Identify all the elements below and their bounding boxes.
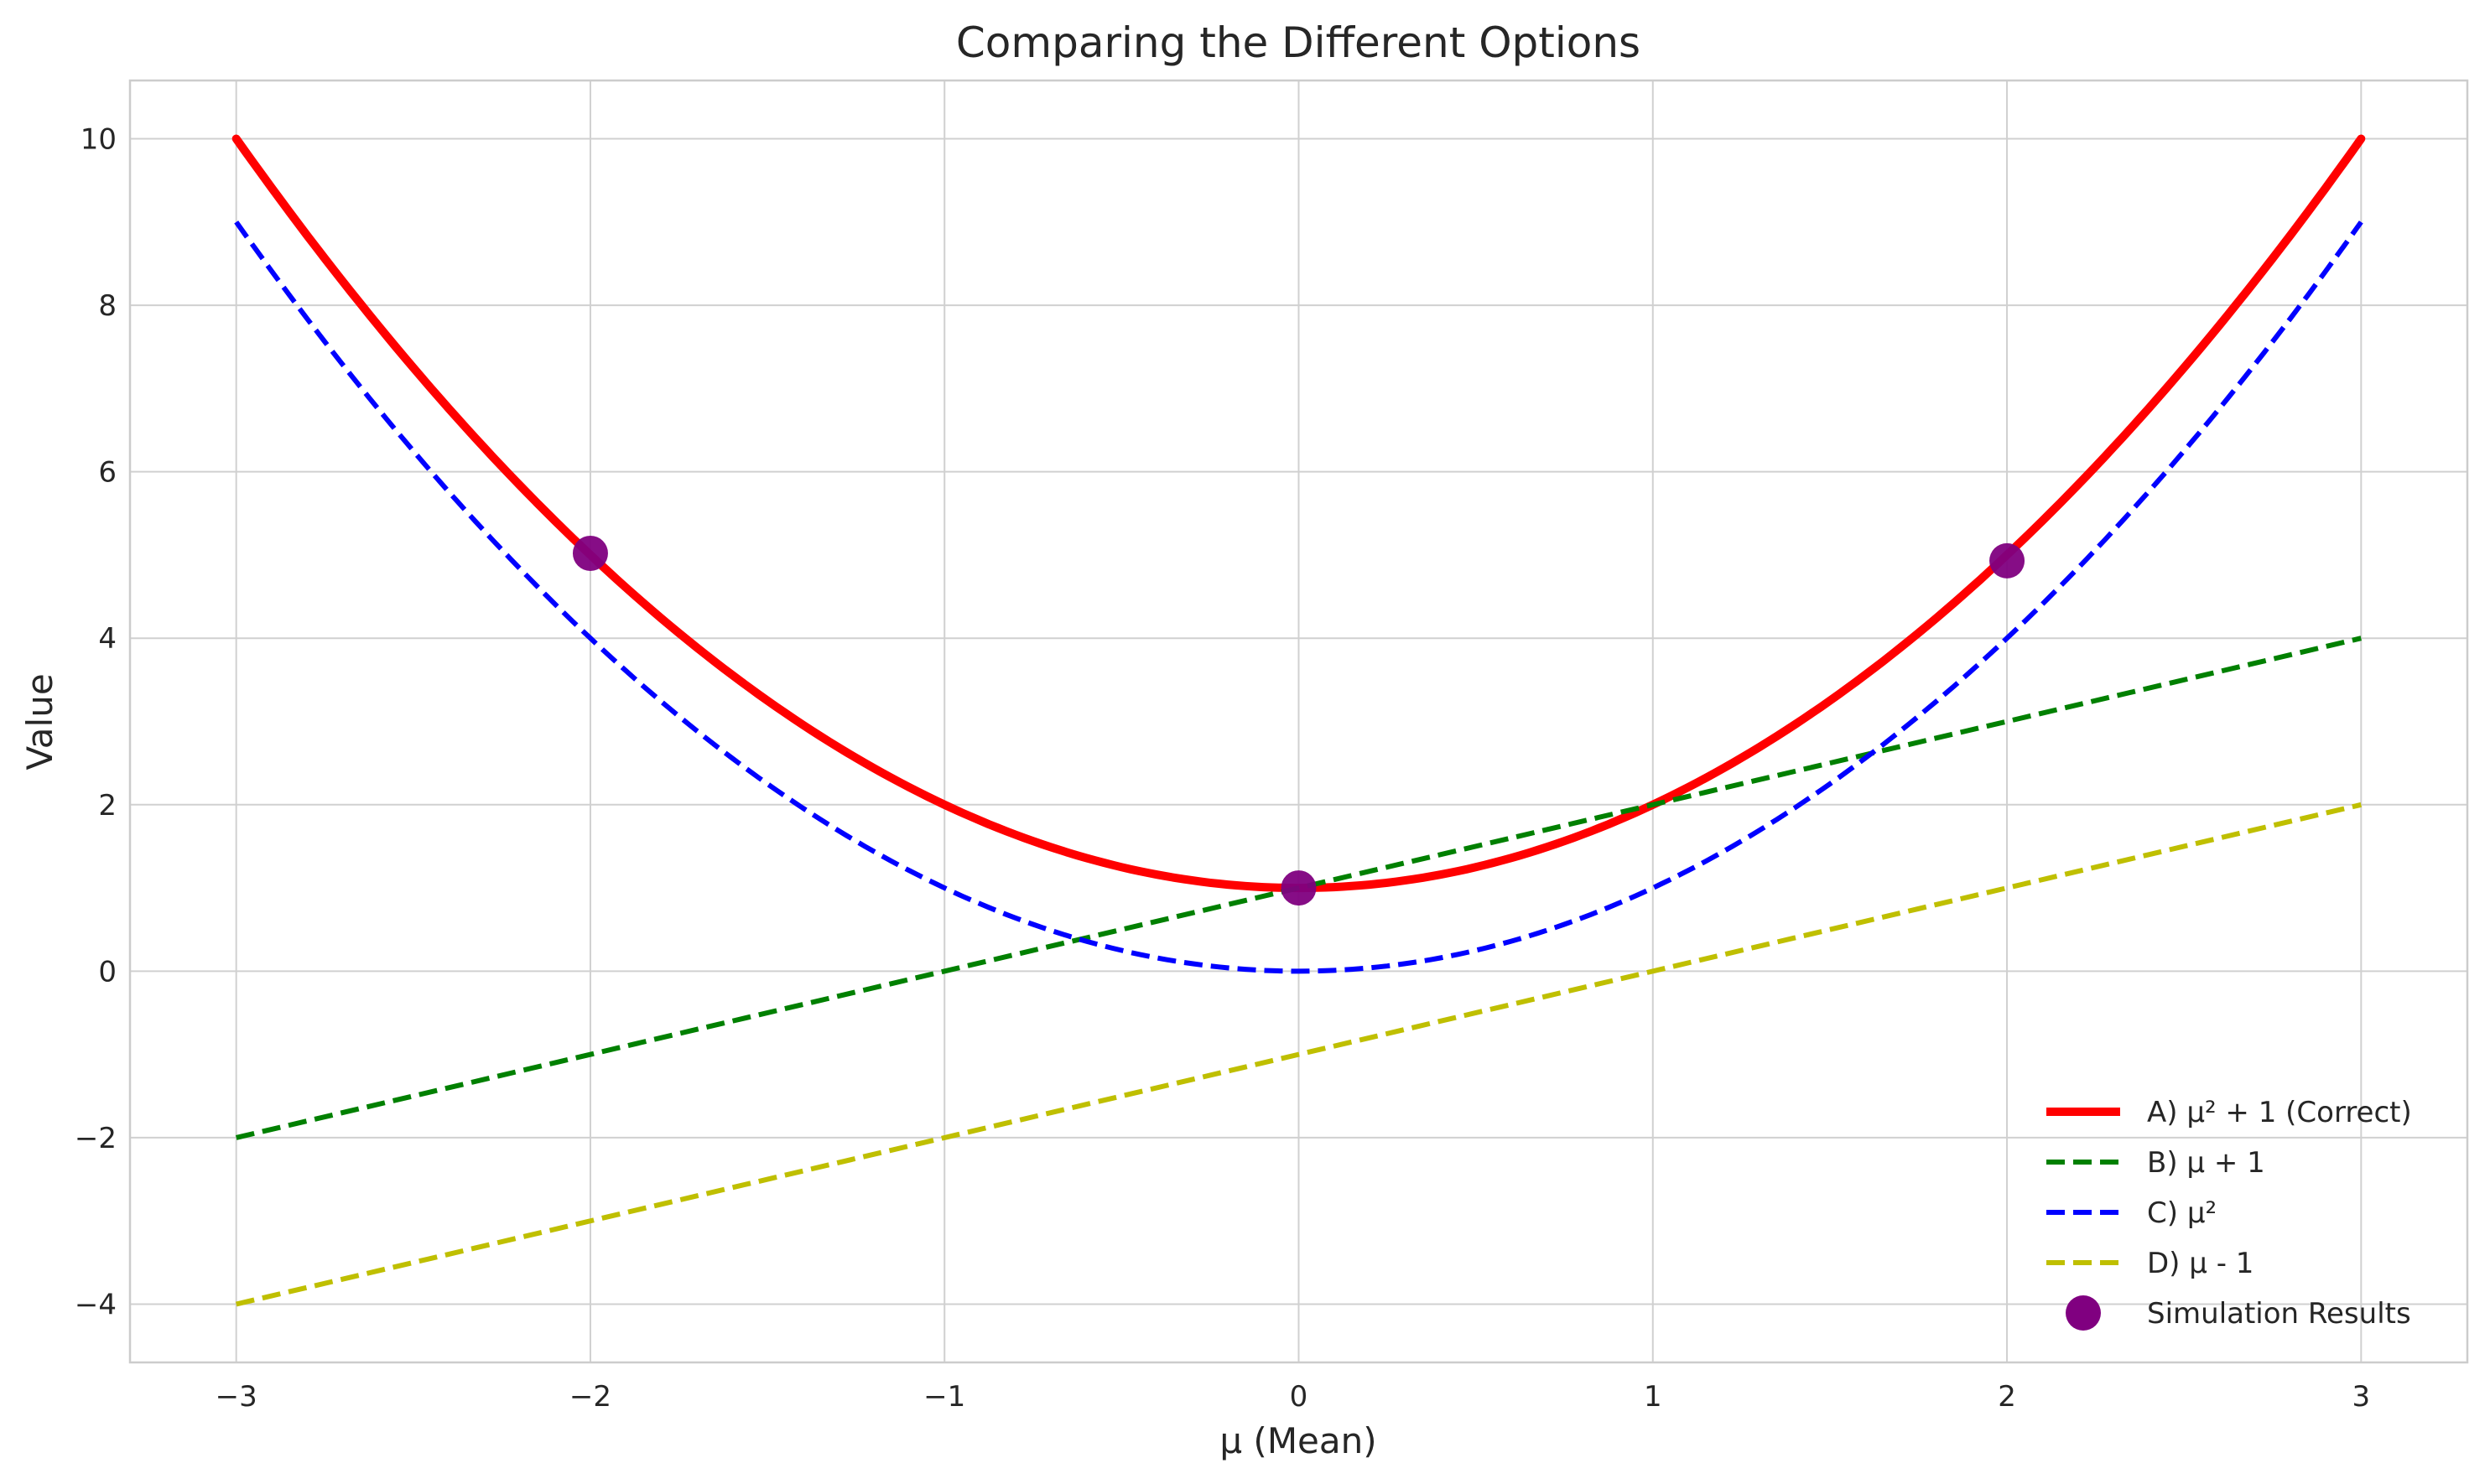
chart-title: Comparing the Different Options <box>956 18 1640 67</box>
x-tick-label: 0 <box>1290 1380 1308 1414</box>
scatter-point <box>1989 542 2025 579</box>
series-line-2 <box>234 221 2363 974</box>
y-axis-label: Value <box>19 673 60 770</box>
scatter-point <box>572 535 608 571</box>
x-tick-label: −3 <box>216 1380 257 1414</box>
y-tick-label: 0 <box>98 955 117 988</box>
y-tick-label: −4 <box>75 1289 117 1322</box>
legend-label-2: C) μ² <box>2147 1196 2217 1230</box>
y-tick-label: 8 <box>98 289 117 323</box>
legend-label-0: A) μ² + 1 (Correct) <box>2147 1096 2412 1129</box>
y-tick-label: 4 <box>98 622 117 656</box>
legend-swatch-4 <box>2066 1295 2101 1331</box>
x-tick-label: 3 <box>2352 1380 2370 1414</box>
x-axis-label: μ (Mean) <box>1219 1420 1376 1461</box>
x-tick-label: −2 <box>569 1380 611 1414</box>
scatter-point <box>1281 870 1317 906</box>
y-tick-label: −2 <box>75 1122 117 1155</box>
y-tick-label: 2 <box>98 789 117 822</box>
y-tick-label: 10 <box>81 123 117 157</box>
x-tick-label: 2 <box>1998 1380 2016 1414</box>
y-tick-labels: −4 −2 0 2 4 6 8 10 <box>75 123 117 1322</box>
legend-label-3: D) μ - 1 <box>2147 1247 2253 1280</box>
legend-label-1: B) μ + 1 <box>2147 1146 2265 1180</box>
grid <box>130 80 2467 1362</box>
x-tick-label: 1 <box>1644 1380 1662 1414</box>
x-tick-labels: −3 −2 −1 0 1 2 3 <box>216 1380 2371 1414</box>
series-line-3 <box>236 802 2362 1307</box>
scatter-layer <box>572 535 2025 906</box>
legend-label-4: Simulation Results <box>2147 1297 2411 1331</box>
legend: A) μ² + 1 (Correct) B) μ + 1 C) μ² D) μ - 1… <box>2046 1096 2412 1331</box>
y-tick-label: 6 <box>98 456 117 490</box>
x-tick-label: −1 <box>923 1380 965 1414</box>
plot-frame <box>128 79 2469 1364</box>
